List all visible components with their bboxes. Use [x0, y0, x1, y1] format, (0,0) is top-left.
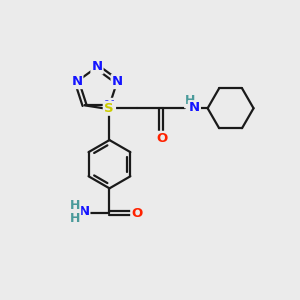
Text: O: O [131, 207, 142, 220]
Text: H: H [185, 94, 195, 107]
Text: S: S [104, 102, 113, 115]
Text: N: N [78, 205, 89, 218]
Text: O: O [157, 132, 168, 145]
Text: N: N [189, 101, 200, 114]
Text: H: H [70, 212, 80, 225]
Text: H: H [70, 199, 80, 212]
Text: N: N [71, 75, 82, 88]
Text: N: N [92, 61, 103, 74]
Text: N: N [104, 99, 115, 112]
Text: N: N [112, 75, 123, 88]
